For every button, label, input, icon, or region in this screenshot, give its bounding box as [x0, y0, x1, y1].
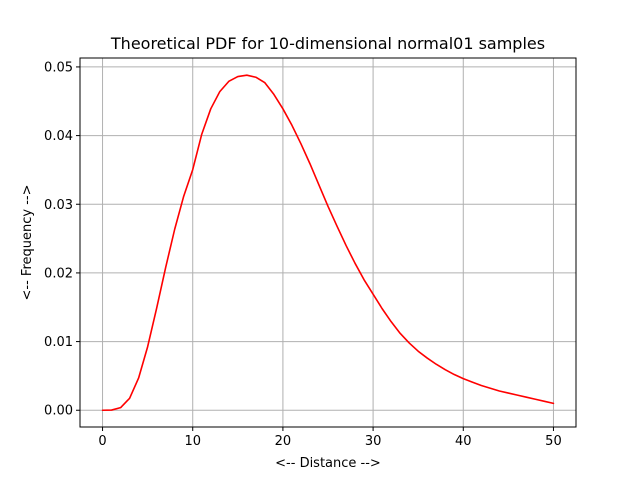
x-axis-label: <-- Distance --> — [275, 456, 381, 471]
plot-area-frame — [79, 57, 577, 428]
tick-marks-and-labels: 0 10 20 30 40 50 0.00 0.01 0.02 0.03 0.04 0.05 — [44, 60, 562, 449]
y-tick-label: 0.03 — [44, 198, 73, 213]
x-tick-label: 50 — [545, 434, 562, 449]
y-tick-label: 0.02 — [44, 266, 73, 281]
grid-lines — [80, 58, 576, 427]
series-layer — [101, 74, 555, 412]
y-tick-label: 0.00 — [44, 404, 73, 419]
y-tick-label: 0.05 — [44, 60, 73, 75]
x-tick-label: 10 — [184, 434, 201, 449]
x-tick-label: 20 — [275, 434, 292, 449]
x-tick-label: 30 — [365, 434, 382, 449]
x-tick-label: 0 — [98, 434, 106, 449]
x-tick-label: 40 — [455, 434, 472, 449]
pdf-series-line — [101, 74, 555, 412]
y-axis-label: <-- Frequency --> — [20, 185, 35, 301]
y-tick-label: 0.04 — [44, 129, 73, 144]
y-tick-label: 0.01 — [44, 335, 73, 350]
chart-title: Theoretical PDF for 10-dimensional norma… — [110, 34, 545, 53]
